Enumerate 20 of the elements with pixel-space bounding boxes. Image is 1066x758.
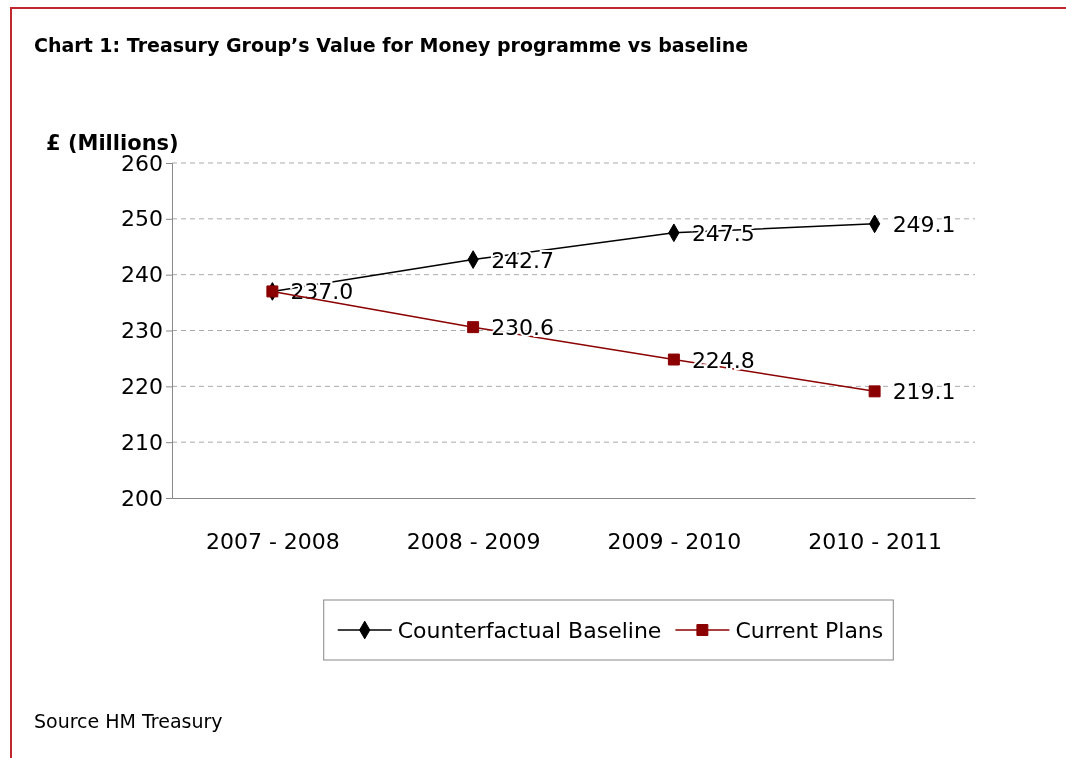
y-tick-label: 220 [121, 373, 163, 399]
data-label: 224.8 [691, 347, 755, 373]
y-tick-label: 230 [121, 318, 163, 344]
source-note: Source HM Treasury [34, 710, 223, 732]
data-label: 242.7 [491, 247, 555, 273]
chart-title: Chart 1: Treasury Group’s Value for Money programme vs baseline [34, 34, 749, 56]
x-tick-label: 2009 - 2010 [607, 529, 742, 555]
y-tick-label: 210 [121, 429, 163, 455]
data-label: 230.6 [491, 315, 555, 341]
legend-label: Counterfactual Baseline [397, 618, 662, 643]
x-tick-label: 2008 - 2009 [406, 529, 541, 555]
data-label: 249.1 [892, 211, 956, 237]
y-tick-label: 240 [121, 262, 163, 288]
x-tick-label: 2010 - 2011 [808, 529, 943, 555]
data-label: 219.1 [892, 379, 956, 405]
x-tick-label: 2007 - 2008 [205, 529, 340, 555]
legend-label: Current Plans [735, 618, 884, 643]
y-tick-label: 250 [121, 206, 163, 232]
data-label: 237.0 [290, 279, 354, 305]
y-tick-label: 200 [121, 485, 163, 511]
